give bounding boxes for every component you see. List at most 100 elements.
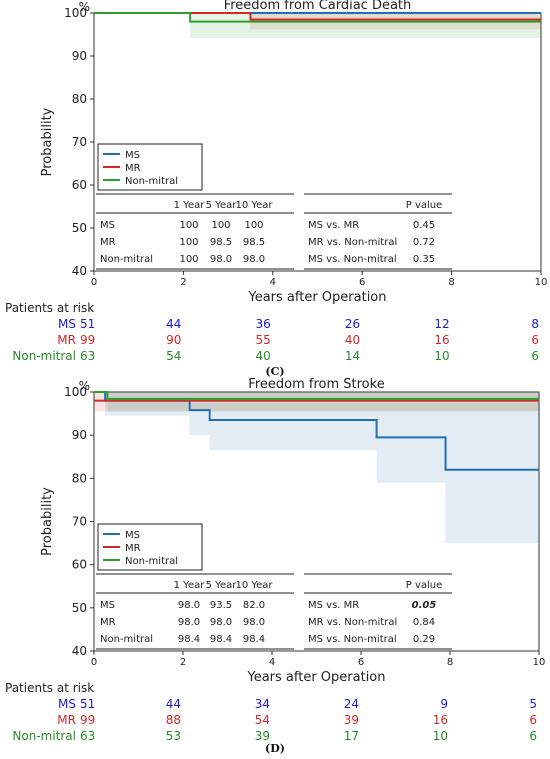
survival-table: 1 Year 5 Year 10 Year MS 98.0 93.5 82.0 MR 98.0 9… [96, 573, 294, 650]
pvalue-table: P value MS vs. MR 0.45 MR vs. Non-mitral 0.7… [304, 193, 452, 270]
at-risk-count: 16 [433, 713, 448, 727]
at-risk-count: 6 [529, 729, 537, 743]
pvalue-label: MR vs. Non-mitral [308, 617, 397, 628]
at-risk-table: Patients at risk MS 51 44 34 24 9 5 MR 99 88 54 39 16… [5, 681, 537, 743]
ci-band-ms [94, 392, 539, 544]
at-risk-group-label: Non-mitral [12, 349, 76, 363]
table-header: 10 Year [235, 200, 273, 211]
x-tick-label: 10 [533, 657, 546, 668]
table-cell: 98.0 [178, 600, 200, 611]
at-risk-count: 63 [80, 729, 95, 743]
ci-band-mr [94, 392, 539, 412]
at-risk-count: 44 [166, 317, 181, 331]
y-tick-label: 50 [72, 601, 87, 615]
y-axis-label: Probability [40, 107, 55, 176]
at-risk-count: 10 [434, 349, 449, 363]
at-risk-count: 40 [256, 349, 271, 363]
y-tick-label: 60 [72, 178, 87, 192]
table-cell: 98.4 [178, 634, 200, 645]
at-risk-count: 88 [166, 713, 181, 727]
at-risk-group-label: MS [58, 697, 76, 711]
x-tick-label: 8 [447, 657, 453, 668]
at-risk-count: 8 [531, 317, 539, 331]
at-risk-count: 10 [433, 729, 448, 743]
table-cell: 98.5 [243, 237, 265, 248]
table-header: 5 Year [206, 580, 238, 591]
table-cell: MR [100, 237, 116, 248]
y-tick-label: 100 [64, 6, 87, 20]
y-tick-label: 70 [72, 515, 87, 529]
table-cell: Non-mitral [100, 634, 153, 645]
legend-entry: MR [125, 163, 141, 174]
table-cell: 93.5 [210, 600, 232, 611]
plot-area [93, 391, 540, 652]
panel-label: (C) [265, 365, 284, 378]
legend: MS MR Non-mitral [97, 523, 203, 571]
legend-entry: Non-mitral [125, 176, 178, 187]
table-cell: 98.0 [178, 617, 200, 628]
y-tick-label: 50 [72, 221, 87, 235]
chart-title: Freedom from Cardiac Death [224, 0, 412, 13]
table-header: 1 Year [174, 200, 206, 211]
table-cell: 98.5 [210, 237, 232, 248]
at-risk-count: 17 [344, 729, 359, 743]
y-tick-label: 40 [72, 644, 87, 658]
at-risk-count: 5 [529, 697, 537, 711]
at-risk-count: 6 [529, 713, 537, 727]
y-tick-label: 80 [72, 92, 87, 106]
at-risk-count: 9 [440, 697, 448, 711]
y-axis-label: Probability [40, 487, 55, 556]
table-cell: 98.0 [243, 617, 265, 628]
at-risk-count: 99 [80, 333, 95, 347]
table-cell: MR [100, 617, 116, 628]
at-risk-count: 40 [345, 333, 360, 347]
pvalue-value: 0.05 [412, 600, 437, 611]
survival-table: 1 Year 5 Year 10 Year MS 100 100 100 MR 100 98.5 9… [96, 193, 294, 270]
at-risk-count: 90 [166, 333, 181, 347]
at-risk-count: 39 [255, 729, 270, 743]
pvalue-value: 0.72 [413, 237, 435, 248]
table-cell: 100 [211, 220, 230, 231]
ci-band-non-mitral [94, 392, 539, 412]
x-tick-label: 2 [180, 277, 186, 288]
x-axis-label: Years after Operation [246, 670, 385, 685]
table-cell: 100 [179, 237, 198, 248]
legend-entry: Non-mitral [125, 556, 178, 567]
x-tick-label: 10 [535, 277, 548, 288]
at-risk-group-label: MS [58, 317, 76, 331]
at-risk-count: 99 [80, 713, 95, 727]
pvalue-value: 0.29 [413, 634, 435, 645]
x-tick-label: 2 [180, 657, 186, 668]
y-tick-label: 90 [72, 49, 87, 63]
y-tick-label: 90 [72, 428, 87, 442]
at-risk-title: Patients at risk [5, 681, 94, 695]
table-cell: 100 [179, 254, 198, 265]
x-tick-label: 6 [358, 657, 364, 668]
at-risk-count: 44 [166, 697, 181, 711]
x-tick-label: 4 [270, 277, 276, 288]
pvalue-label: MS vs. MR [308, 220, 359, 231]
table-cell: 98.4 [243, 634, 265, 645]
x-tick-label: 0 [91, 277, 97, 288]
pvalue-value: 0.35 [413, 254, 435, 265]
y-tick-label: 80 [72, 471, 87, 485]
x-tick-label: 0 [91, 657, 97, 668]
chart-title: Freedom from Stroke [248, 377, 384, 392]
at-risk-count: 51 [80, 317, 95, 331]
y-unit-label: % [79, 0, 90, 14]
panel-label: (D) [265, 742, 285, 755]
at-risk-table: Patients at risk MS 51 44 36 26 12 8 MR 99 90 55 40 1… [5, 301, 539, 363]
at-risk-title: Patients at risk [5, 301, 94, 315]
pvalue-label: MS vs. Non-mitral [308, 254, 397, 265]
table-cell: 98.4 [210, 634, 232, 645]
table-cell: 82.0 [243, 600, 265, 611]
y-tick-label: 100 [64, 385, 87, 399]
at-risk-group-label: MR [57, 713, 76, 727]
table-header: 10 Year [235, 580, 273, 591]
at-risk-count: 16 [434, 333, 449, 347]
pvalue-value: 0.84 [413, 617, 435, 628]
table-header: 1 Year [174, 580, 206, 591]
legend-entry: MS [125, 530, 140, 541]
at-risk-count: 51 [80, 697, 95, 711]
